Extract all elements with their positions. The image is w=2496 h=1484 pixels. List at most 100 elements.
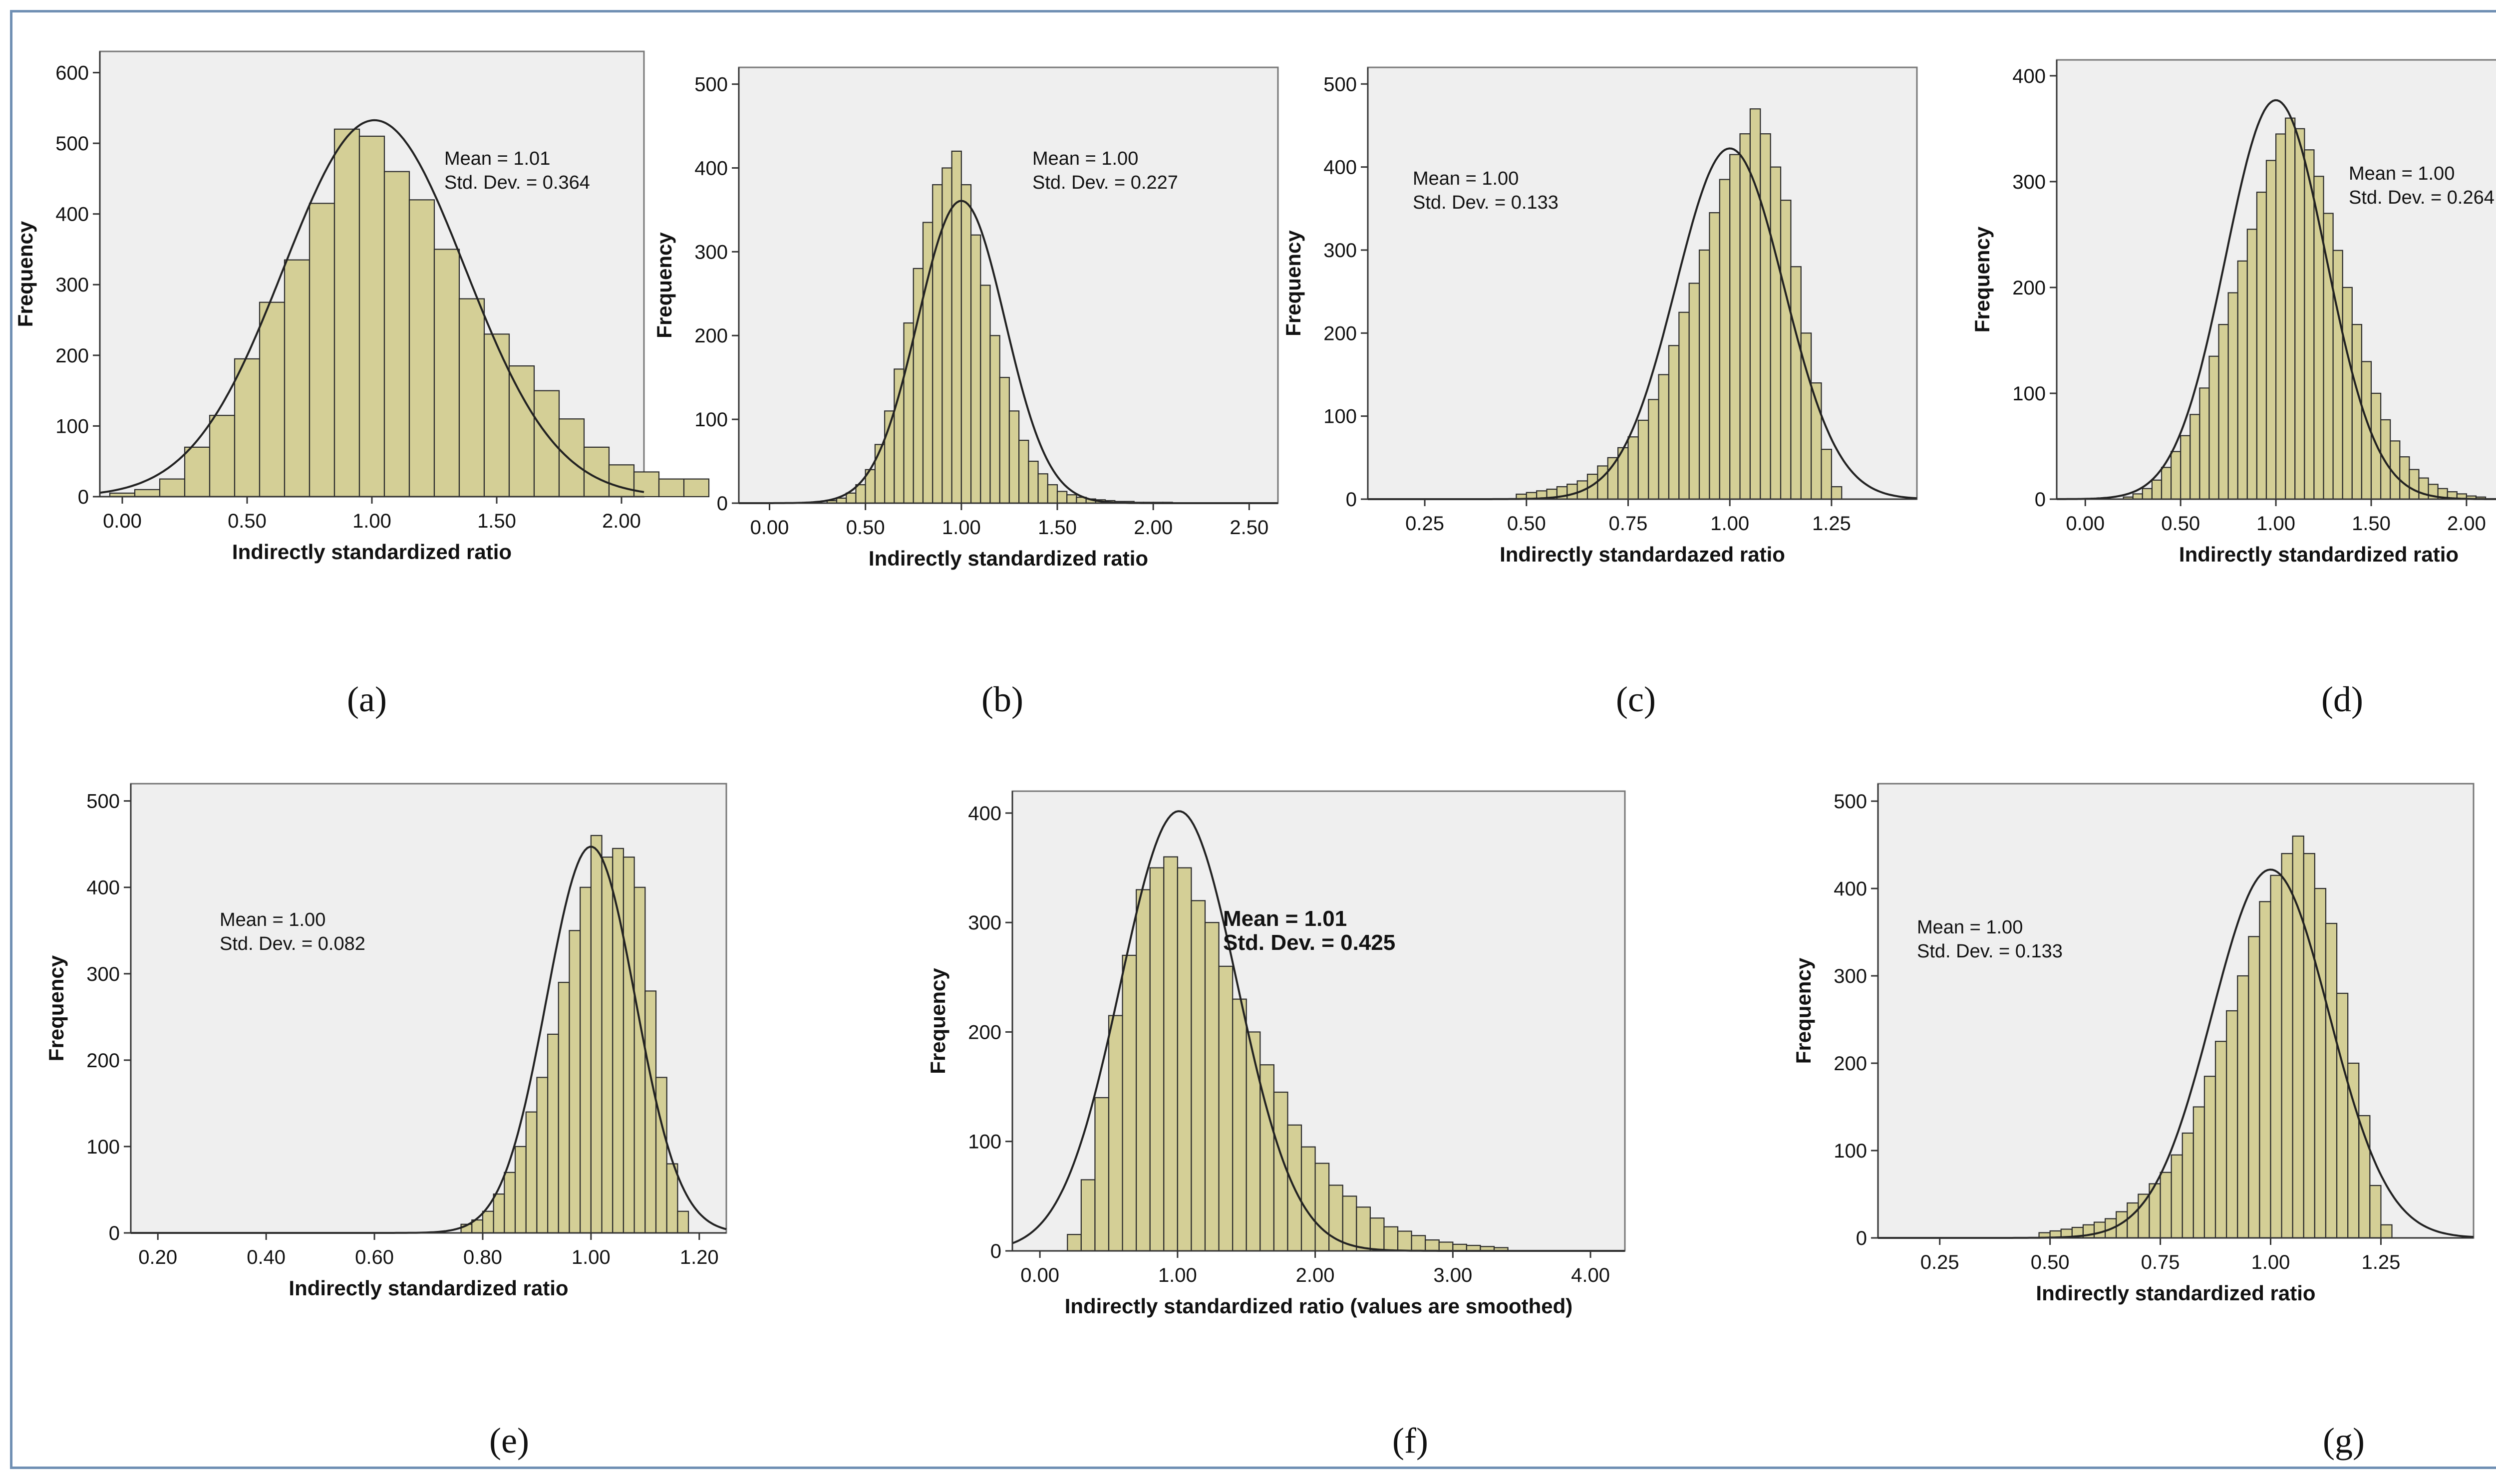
histogram-bar bbox=[1191, 900, 1206, 1252]
histogram-bar bbox=[1008, 410, 1020, 504]
histogram-bar bbox=[383, 171, 410, 498]
histogram-bar bbox=[1739, 133, 1751, 500]
histogram-bar bbox=[2332, 250, 2343, 500]
histogram-bar bbox=[2208, 355, 2219, 500]
y-tick-label: 200 bbox=[2012, 277, 2046, 299]
histogram-bar bbox=[259, 301, 286, 498]
x-tick-label: 0.60 bbox=[355, 1246, 394, 1268]
histogram-bar bbox=[1018, 439, 1029, 504]
histogram-bar bbox=[536, 1077, 549, 1234]
histogram-bar bbox=[2270, 875, 2282, 1239]
histogram-bar bbox=[1246, 1031, 1261, 1252]
histogram-bar bbox=[1204, 922, 1220, 1252]
histogram-bar bbox=[1566, 483, 1578, 500]
x-axis-label: Indirectly standardazed ratio bbox=[1500, 543, 1785, 566]
x-tick-label: 1.00 bbox=[572, 1246, 611, 1268]
histogram-bar bbox=[2369, 1185, 2382, 1239]
histogram-bar bbox=[2151, 479, 2163, 500]
histogram-bar bbox=[1056, 491, 1068, 504]
histogram-bar bbox=[2132, 493, 2143, 500]
y-axis-label: Frequency bbox=[926, 968, 949, 1074]
histogram-bar bbox=[1342, 1195, 1357, 1252]
histogram-bar bbox=[580, 887, 592, 1234]
histogram-bar bbox=[1668, 345, 1680, 500]
x-tick-label: 0.50 bbox=[846, 517, 885, 539]
histogram-bar bbox=[677, 1210, 689, 1234]
x-tick-label: 1.50 bbox=[1038, 517, 1077, 539]
y-tick-label: 100 bbox=[86, 1136, 120, 1158]
y-tick-label: 400 bbox=[694, 157, 728, 179]
histogram-bar bbox=[2409, 469, 2420, 500]
histogram-bar bbox=[1760, 133, 1771, 500]
histogram-bar bbox=[633, 471, 660, 498]
histogram-bar bbox=[209, 415, 236, 498]
std-dev-label: Std. Dev. = 0.133 bbox=[1413, 192, 1559, 213]
caption-f: (f) bbox=[1392, 1421, 1428, 1461]
histogram-bar bbox=[1821, 449, 1832, 500]
y-tick-label: 0 bbox=[990, 1240, 1001, 1262]
x-axis-label: Indirectly standardized ratio bbox=[869, 547, 1148, 570]
histogram-bar bbox=[1831, 486, 1843, 500]
histogram-bar bbox=[666, 1163, 678, 1234]
histogram-bar bbox=[2161, 467, 2172, 500]
histogram-bar bbox=[1300, 1146, 1316, 1252]
y-tick-label: 400 bbox=[2012, 65, 2046, 87]
histogram-bar bbox=[894, 368, 905, 504]
histogram-bar bbox=[1356, 1206, 1371, 1252]
y-tick-label: 600 bbox=[55, 62, 89, 84]
histogram-bar bbox=[2399, 456, 2410, 500]
x-tick-label: 3.00 bbox=[1433, 1264, 1472, 1286]
chart-panel-6: 0.00 1.00 2.00 3.00 4.00 0 100 200 300 400 Indirec… bbox=[926, 790, 1626, 1318]
histogram-bar bbox=[1425, 1239, 1440, 1252]
histogram-bar bbox=[1218, 965, 1234, 1252]
x-tick-label: 1.00 bbox=[352, 510, 391, 532]
x-tick-label: 0.00 bbox=[2066, 513, 2105, 535]
x-tick-label: 0.50 bbox=[228, 510, 267, 532]
histogram-bar bbox=[1383, 1226, 1399, 1252]
x-tick-label: 0.20 bbox=[138, 1246, 177, 1268]
mean-label: Mean = 1.00 bbox=[1917, 917, 2023, 938]
x-tick-label: 0.25 bbox=[1405, 513, 1444, 535]
histogram-bar bbox=[504, 1172, 516, 1234]
std-dev-label: Std. Dev. = 0.133 bbox=[1917, 941, 2063, 962]
histogram-bar bbox=[482, 1210, 494, 1234]
histogram-bar bbox=[1637, 419, 1649, 500]
chart-panel-4: 0.000.501.001.502.002.500100200300400Ind… bbox=[1970, 59, 2496, 566]
y-tick-label: 200 bbox=[968, 1021, 1001, 1043]
histogram-bar bbox=[633, 887, 646, 1234]
histogram-bar bbox=[590, 835, 603, 1234]
y-tick-label: 100 bbox=[1834, 1140, 1867, 1162]
y-tick-label: 300 bbox=[2012, 171, 2046, 193]
chart-panel-5: 0.20 0.40 0.60 0.80 1.00 1.20 0 100 200 300 400 500… bbox=[44, 783, 727, 1300]
histogram-bar bbox=[1136, 889, 1151, 1252]
y-tick-label: 0 bbox=[78, 486, 89, 508]
y-tick-label: 400 bbox=[968, 803, 1001, 825]
y-tick-label: 0 bbox=[1856, 1227, 1867, 1249]
histogram-bar bbox=[658, 478, 685, 498]
x-tick-label: 0.00 bbox=[750, 517, 789, 539]
histogram-bar bbox=[2203, 1076, 2216, 1239]
histogram-bar bbox=[284, 259, 311, 498]
histogram-bar bbox=[2182, 1132, 2194, 1239]
x-tick-label: 1.00 bbox=[1710, 513, 1749, 535]
histogram-bar bbox=[960, 184, 972, 504]
x-tick-label: 0.00 bbox=[103, 510, 142, 532]
histogram-bar bbox=[159, 478, 186, 498]
histogram-bar bbox=[1658, 374, 1670, 500]
chart-panel-1: 0.00 0.50 1.00 1.50 2.00 0 100 200 300 400 500 600 I… bbox=[13, 50, 710, 564]
y-tick-label: 300 bbox=[86, 963, 120, 985]
y-tick-label: 100 bbox=[968, 1131, 1001, 1153]
std-dev-label: Std. Dev. = 0.264 bbox=[2349, 187, 2495, 208]
histogram-bar bbox=[1397, 1230, 1412, 1252]
y-tick-label: 0 bbox=[109, 1222, 120, 1244]
y-tick-label: 0 bbox=[717, 493, 728, 515]
y-axis-label: Frequency bbox=[44, 955, 68, 1061]
histogram-bar bbox=[2246, 229, 2258, 500]
histogram-bar bbox=[1080, 1179, 1096, 1252]
x-tick-label: 0.75 bbox=[1609, 513, 1648, 535]
histogram-bar bbox=[980, 285, 991, 504]
mean-label: Mean = 1.01 bbox=[1223, 906, 1347, 931]
histogram-bar bbox=[483, 333, 510, 498]
histogram-bar bbox=[1177, 867, 1192, 1252]
mean-label: Mean = 1.00 bbox=[1413, 168, 1519, 189]
